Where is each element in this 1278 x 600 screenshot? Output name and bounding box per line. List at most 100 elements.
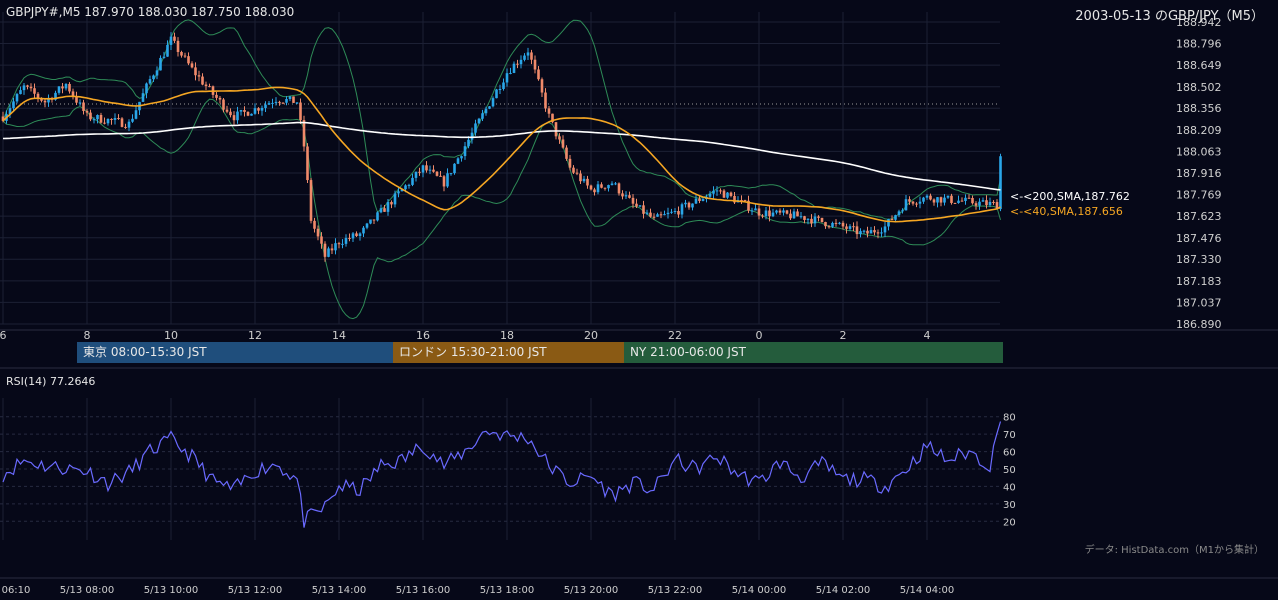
candle-body	[99, 114, 103, 123]
candle-body	[281, 102, 285, 104]
candle-body	[425, 165, 428, 171]
candle-body	[873, 230, 876, 233]
candle-body	[306, 146, 309, 181]
candle-body	[243, 109, 246, 112]
candle-body	[677, 210, 680, 215]
candle-body	[180, 51, 183, 56]
candle-body	[680, 204, 684, 215]
time-axis: 6 8 10 12 14 16 18 20 22 0 2 4 06:10 5/13 08:00 5/13 1…	[0, 329, 954, 596]
grid	[0, 12, 1278, 579]
candle-body	[642, 205, 645, 214]
candle-body	[327, 248, 330, 257]
candle-body	[831, 222, 834, 227]
candle-body	[89, 112, 92, 120]
time-label: 5/13 14:00	[312, 585, 366, 596]
candle-body	[519, 59, 523, 65]
candle-body	[439, 175, 442, 177]
rsi-tick-label: 50	[1003, 465, 1016, 476]
candle-body	[911, 201, 915, 204]
time-label: 5/13 08:00	[60, 585, 114, 596]
candle-body	[960, 200, 964, 202]
hour-tick-label: 8	[84, 329, 91, 342]
candle-body	[176, 40, 180, 52]
candle-body	[474, 123, 477, 133]
candle-body	[358, 233, 362, 237]
candle-body	[575, 172, 579, 174]
candle-body	[407, 184, 411, 186]
rsi-panel: 80 70 60 50 40 30 20	[0, 413, 1016, 528]
candle-body	[544, 92, 547, 109]
price-tick-label: 187.476	[1176, 232, 1222, 245]
candle-body	[565, 147, 568, 159]
candle-body	[586, 178, 589, 186]
price-tick-label: 188.209	[1176, 124, 1222, 137]
candle-body	[824, 222, 827, 227]
hour-tick-label: 12	[248, 329, 262, 342]
candle-body	[386, 202, 390, 212]
candle-body	[337, 243, 341, 245]
candle-body	[414, 171, 418, 178]
candle-body	[652, 216, 656, 218]
candle-body	[512, 63, 516, 73]
candle-body	[827, 226, 831, 228]
candle-body	[628, 195, 631, 198]
candle-body	[323, 243, 327, 257]
bollinger-lower-line	[2, 98, 1001, 320]
candle-body	[488, 106, 491, 109]
candle-body	[852, 226, 855, 228]
candle-body	[376, 212, 379, 221]
candle-body	[204, 84, 208, 87]
candle-body	[201, 76, 204, 85]
candle-body	[624, 195, 628, 197]
candle-body	[117, 117, 120, 119]
price-tick-label: 188.502	[1176, 81, 1222, 94]
candle-body	[40, 97, 43, 101]
candle-body	[218, 97, 222, 100]
candle-body	[558, 136, 561, 140]
hour-tick-label: 0	[756, 329, 763, 342]
candle-body	[390, 202, 393, 205]
candle-body	[894, 215, 897, 220]
candle-body	[148, 79, 152, 84]
candle-body	[694, 198, 698, 204]
candle-body	[638, 205, 642, 207]
candle-body	[274, 101, 278, 103]
price-tick-label: 188.063	[1176, 145, 1222, 158]
candle-body	[278, 101, 281, 103]
candle-body	[796, 211, 799, 217]
candle-body	[932, 199, 936, 203]
rsi-tick-label: 60	[1003, 448, 1016, 459]
candle-body	[36, 93, 40, 98]
candle-body	[1, 116, 5, 121]
candle-body	[341, 243, 344, 245]
candle-body	[775, 210, 778, 213]
candle-body	[355, 233, 358, 237]
candle-body	[47, 98, 50, 103]
candle-body	[393, 193, 397, 205]
candle-body	[988, 201, 992, 206]
candle-body	[162, 56, 166, 58]
candle-body	[8, 108, 12, 115]
candle-body	[551, 113, 554, 123]
candle-body	[915, 203, 918, 205]
candle-body	[141, 93, 145, 102]
candle-body	[761, 215, 764, 217]
candle-body	[215, 94, 218, 98]
candle-body	[754, 208, 757, 211]
candle-body	[778, 210, 782, 213]
candle-body	[253, 108, 257, 114]
candle-body	[169, 36, 173, 45]
candle-body	[362, 227, 365, 234]
candle-body	[54, 92, 57, 100]
price-tick-label: 188.356	[1176, 102, 1222, 115]
candle-body	[747, 200, 750, 211]
time-label: 5/14 00:00	[732, 585, 786, 596]
candle-body	[729, 192, 733, 196]
candle-body	[299, 102, 302, 121]
candle-body	[750, 210, 754, 212]
candle-body	[460, 156, 463, 159]
candle-body	[540, 79, 544, 93]
candle-body	[26, 85, 29, 87]
candle-body	[561, 139, 565, 148]
